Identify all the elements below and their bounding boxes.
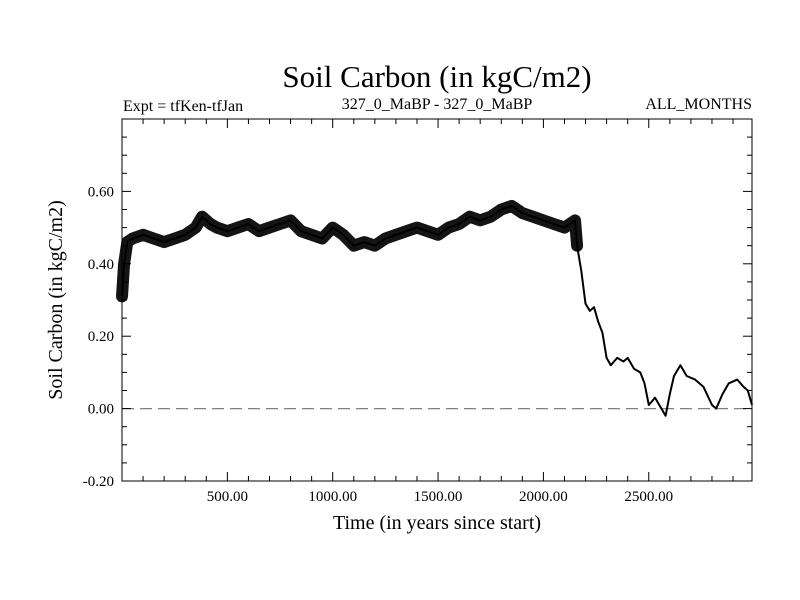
plot-frame (121, 118, 753, 482)
y-tick-label: -0.20 (83, 474, 114, 490)
plot-area: 500.00 1000.00 1500.00 2000.00 2500.00 -0.20… (83, 118, 753, 505)
y-tick-label: 0.40 (88, 257, 114, 273)
series-line-band (116, 199, 584, 303)
chart-subtitle-left: Expt = tfKen-tfJan (123, 98, 243, 115)
chart-subtitle-right: ALL_MONTHS (645, 96, 752, 113)
y-tick-label: 0.00 (88, 402, 114, 418)
x-tick-label: 1000.00 (308, 489, 357, 505)
x-tick-label: 2500.00 (624, 489, 673, 505)
y-axis-label: Soil Carbon (in kgC/m2) (45, 200, 67, 399)
chart-title: Soil Carbon (in kgC/m2) (282, 59, 591, 94)
series-line (121, 204, 753, 417)
x-tick-label: 500.00 (207, 489, 248, 505)
y-tick-label: 0.20 (88, 329, 114, 345)
x-tick-label: 1500.00 (414, 489, 463, 505)
chart-subtitle-center: 327_0_MaBP - 327_0_MaBP (342, 96, 533, 113)
x-tick-label: 2000.00 (519, 489, 568, 505)
x-axis-label: Time (in years since start) (333, 512, 541, 534)
y-tick-label: 0.60 (88, 184, 114, 200)
x-axis-ticks: 500.00 1000.00 1500.00 2000.00 2500.00 (142, 119, 734, 505)
y-axis-ticks: -0.20 0.00 0.20 0.40 0.60 (83, 118, 752, 490)
